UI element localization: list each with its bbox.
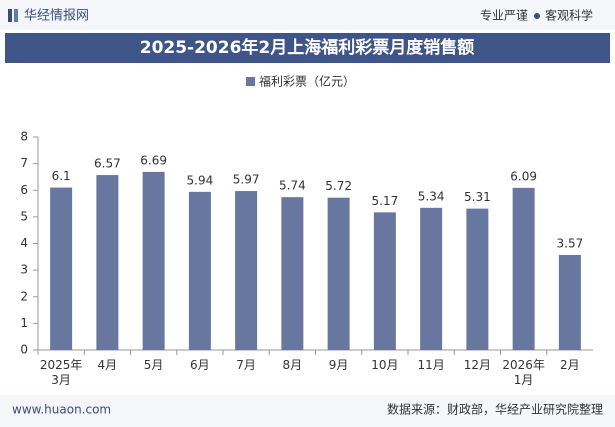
y-tick-label: 1 <box>20 316 28 330</box>
y-tick-label: 4 <box>20 236 28 250</box>
x-tick-label: 4月 <box>97 358 118 372</box>
y-tick-label: 5 <box>20 209 28 223</box>
logo-icon <box>14 9 18 22</box>
legend-label: 福利彩票（亿元） <box>259 74 355 89</box>
data-label: 6.57 <box>94 157 121 171</box>
x-tick-label: 11月 <box>417 358 445 372</box>
data-label: 5.31 <box>464 190 491 204</box>
data-label: 6.1 <box>52 169 71 183</box>
bar <box>235 191 258 350</box>
data-label: 5.34 <box>418 189 445 203</box>
bar <box>50 187 73 350</box>
bar <box>466 208 489 350</box>
tagline: 专业严谨 <box>480 8 528 23</box>
x-tick-label: 2025年 3月 <box>39 358 83 387</box>
bar <box>188 191 211 350</box>
x-tick-label: 12月 <box>463 358 492 372</box>
tagline: 客观科学 <box>545 8 593 23</box>
logo-text: 华经情报网 <box>24 9 89 24</box>
bar <box>142 171 165 350</box>
data-label: 5.74 <box>279 179 306 193</box>
data-label: 5.17 <box>372 194 399 208</box>
x-tick-label: 9月 <box>328 358 349 372</box>
source: 数据来源：财政部，华经产业研究院整理 <box>387 402 603 417</box>
x-tick-label: 8月 <box>282 358 303 372</box>
y-tick-label: 2 <box>20 289 28 303</box>
title-bar <box>5 33 610 63</box>
top-bar <box>0 0 615 30</box>
bar <box>558 254 581 350</box>
website: www.huaon.com <box>12 403 111 417</box>
data-label: 6.09 <box>510 169 537 183</box>
x-tick-label: 5月 <box>143 358 164 372</box>
legend-swatch <box>246 77 255 86</box>
bar <box>281 197 304 350</box>
data-label: 3.57 <box>557 236 584 250</box>
chart-title: 2025-2026年2月上海福利彩票月度销售额 <box>140 37 475 58</box>
bar <box>96 175 119 350</box>
data-label: 5.72 <box>325 179 352 193</box>
x-tick-label: 6月 <box>190 358 210 372</box>
bar <box>327 197 350 350</box>
data-label: 6.69 <box>140 153 167 167</box>
data-label: 5.94 <box>187 173 214 187</box>
footer-bar <box>0 395 615 427</box>
bullet <box>534 13 540 19</box>
x-tick-label: 2月 <box>560 358 580 372</box>
x-tick-label: 10月 <box>371 358 399 372</box>
logo-icon <box>8 9 12 22</box>
x-tick-label: 7月 <box>236 358 256 372</box>
y-tick-label: 6 <box>20 183 28 197</box>
y-tick-label: 8 <box>20 130 28 144</box>
y-tick-label: 3 <box>20 263 28 277</box>
x-tick-label: 2026年 1月 <box>502 358 545 387</box>
y-tick-label: 7 <box>20 156 28 170</box>
data-label: 5.97 <box>233 173 260 187</box>
bar <box>373 212 396 350</box>
bar <box>512 187 535 350</box>
y-tick-label: 0 <box>20 343 28 357</box>
bar <box>420 207 443 350</box>
